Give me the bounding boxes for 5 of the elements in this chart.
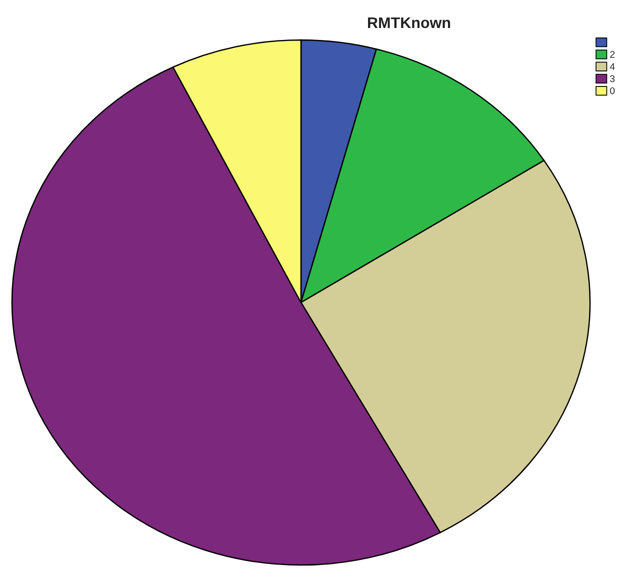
legend-label: 2: [610, 50, 615, 58]
legend-label: 0: [610, 87, 615, 94]
legend-label: 3: [610, 75, 615, 82]
chart-title: RMTKnown: [368, 17, 450, 28]
legend-label: 4: [610, 63, 615, 70]
